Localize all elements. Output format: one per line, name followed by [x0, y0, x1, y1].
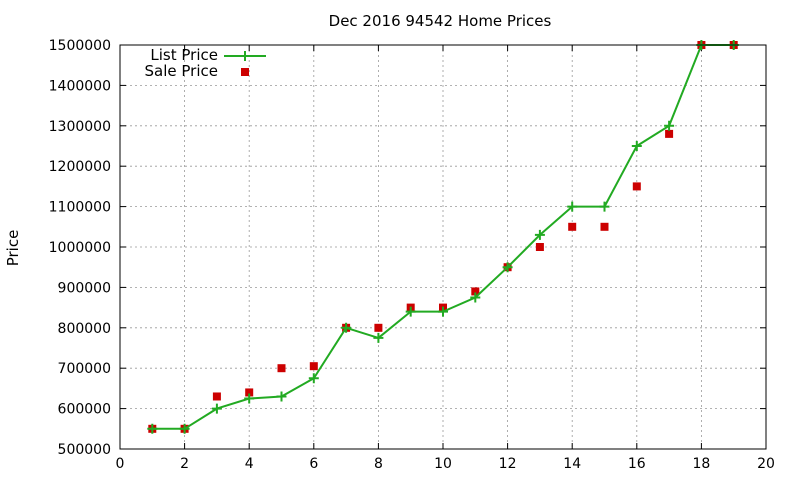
y-tick-label: 900000 — [58, 280, 111, 296]
axis-ticks — [119, 44, 767, 450]
point-list-price — [664, 120, 675, 131]
point-list-price — [631, 141, 642, 151]
point-sale-price — [374, 323, 383, 332]
chart-title: Dec 2016 94542 Home Prices — [329, 12, 552, 30]
point-list-price — [502, 262, 513, 273]
x-tick-label: 6 — [309, 456, 318, 472]
point-list-price — [599, 201, 610, 212]
point-list-price — [276, 391, 287, 402]
legend-marker-sale-price — [241, 68, 249, 76]
y-tick-label: 1400000 — [49, 78, 111, 94]
point-list-price — [405, 306, 416, 317]
y-tick-label: 1100000 — [49, 200, 111, 216]
x-tick-label: 4 — [245, 456, 254, 472]
point-sale-price — [277, 364, 286, 373]
y-axis-label: Price — [4, 230, 22, 267]
y-tick-label: 1200000 — [49, 159, 111, 175]
legend-marker-list-price — [240, 51, 250, 61]
point-sale-price — [600, 222, 609, 231]
plot-frame — [119, 44, 767, 450]
point-list-price — [179, 423, 190, 434]
point-sale-price — [632, 182, 641, 191]
x-tick-label: 12 — [499, 456, 517, 472]
point-sale-price — [309, 362, 318, 371]
grid-lines — [120, 45, 766, 449]
point-list-price — [244, 393, 255, 404]
x-tick-label: 16 — [628, 456, 646, 472]
point-sale-price — [245, 388, 254, 397]
x-tick-label: 2 — [180, 456, 189, 472]
y-tick-label: 1300000 — [49, 119, 111, 135]
y-tick-label: 800000 — [58, 321, 111, 337]
legend-label-list-price: List Price — [150, 46, 218, 64]
x-tick-labels: 0 2 4 6 8 10 12 14 16 18 20 — [116, 456, 775, 472]
point-sale-price — [665, 129, 674, 138]
point-list-price — [308, 373, 319, 384]
legend-label-sale-price: Sale Price — [145, 62, 218, 80]
point-list-price — [211, 403, 222, 414]
point-list-price — [147, 423, 158, 434]
point-list-price — [470, 292, 481, 303]
y-tick-label: 500000 — [58, 442, 111, 458]
x-tick-label: 18 — [692, 456, 710, 472]
point-list-price — [341, 322, 352, 333]
y-tick-labels: 500000 600000 700000 800000 900000 1000000 110… — [49, 38, 111, 458]
point-sale-price — [471, 287, 480, 296]
x-tick-label: 20 — [757, 456, 775, 472]
x-tick-label: 14 — [563, 456, 581, 472]
x-tick-label: 0 — [116, 456, 125, 472]
x-tick-label: 8 — [374, 456, 383, 472]
point-list-price — [534, 229, 545, 240]
y-tick-label: 700000 — [58, 361, 111, 377]
y-tick-label: 600000 — [58, 402, 111, 418]
x-tick-label: 10 — [434, 456, 452, 472]
point-sale-price — [535, 243, 544, 251]
point-list-price — [567, 201, 578, 212]
point-list-price — [438, 306, 448, 317]
point-sale-price — [212, 392, 221, 401]
point-sale-price — [568, 222, 577, 231]
y-tick-label: 1500000 — [49, 38, 111, 54]
legend: List Price Sale Price — [145, 46, 266, 80]
y-tick-label: 1000000 — [49, 240, 111, 256]
point-list-price — [373, 332, 384, 343]
